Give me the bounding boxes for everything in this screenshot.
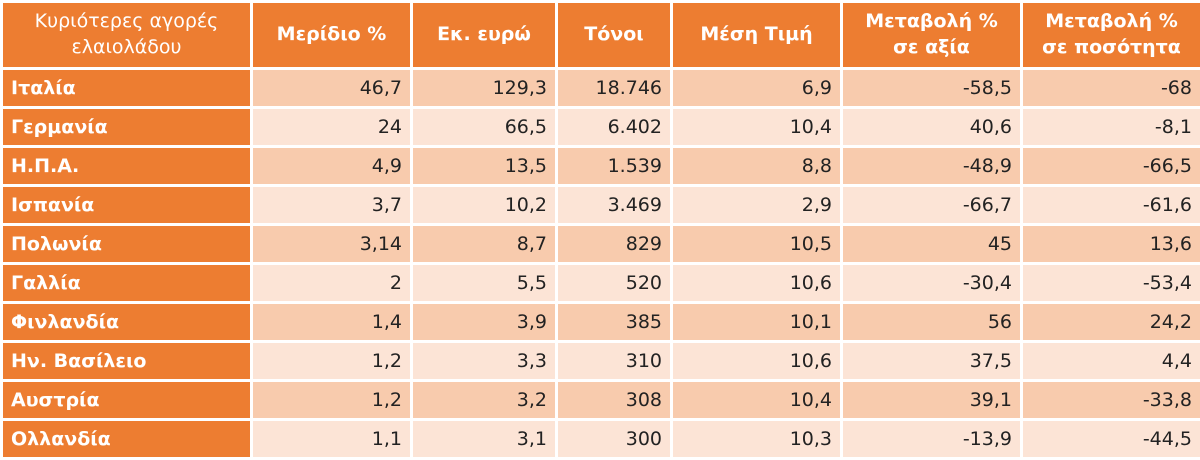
data-cell: 8,8	[670, 145, 843, 187]
table-row: Ην. Βασίλειο 1,2 3,3 310 10,6 37,5 4,4	[0, 340, 1200, 382]
data-cell: -66,7	[840, 184, 1023, 226]
data-cell: 4,4	[1020, 340, 1200, 382]
row-label: Ην. Βασίλειο	[0, 340, 253, 382]
data-cell: 56	[840, 301, 1023, 343]
data-cell: -53,4	[1020, 262, 1200, 304]
data-cell: 3,1	[410, 418, 558, 460]
header-cell: Μέση Τιμή	[670, 0, 843, 70]
data-cell: 300	[555, 418, 673, 460]
data-cell: 520	[555, 262, 673, 304]
data-cell: 45	[840, 223, 1023, 265]
data-cell: 385	[555, 301, 673, 343]
data-cell: 10,6	[670, 340, 843, 382]
table-row: Αυστρία 1,2 3,2 308 10,4 39,1 -33,8	[0, 379, 1200, 421]
data-cell: -66,5	[1020, 145, 1200, 187]
data-cell: -58,5	[840, 67, 1023, 109]
data-cell: 3,2	[410, 379, 558, 421]
table-row: Πολωνία 3,14 8,7 829 10,5 45 13,6	[0, 223, 1200, 265]
row-label: Αυστρία	[0, 379, 253, 421]
table-body: Ιταλία 46,7 129,3 18.746 6,9 -58,5 -68 Γερμανία…	[0, 67, 1200, 460]
table-row: Ολλανδία 1,1 3,1 300 10,3 -13,9 -44,5	[0, 418, 1200, 460]
header-cell: Μεταβολή % σε ποσότητα	[1020, 0, 1200, 70]
data-cell: 10,4	[670, 379, 843, 421]
data-cell: 3.469	[555, 184, 673, 226]
data-cell: 10,5	[670, 223, 843, 265]
table-row: Φινλανδία 1,4 3,9 385 10,1 56 24,2	[0, 301, 1200, 343]
data-cell: 10,2	[410, 184, 558, 226]
data-cell: -61,6	[1020, 184, 1200, 226]
row-label: Φινλανδία	[0, 301, 253, 343]
data-cell: 66,5	[410, 106, 558, 148]
data-cell: 4,9	[250, 145, 413, 187]
data-cell: 24	[250, 106, 413, 148]
data-cell: -44,5	[1020, 418, 1200, 460]
data-cell: 1.539	[555, 145, 673, 187]
data-cell: 18.746	[555, 67, 673, 109]
table-row: Ισπανία 3,7 10,2 3.469 2,9 -66,7 -61,6	[0, 184, 1200, 226]
data-cell: 13,6	[1020, 223, 1200, 265]
data-cell: -33,8	[1020, 379, 1200, 421]
data-cell: 8,7	[410, 223, 558, 265]
table-row: Η.Π.Α. 4,9 13,5 1.539 8,8 -48,9 -66,5	[0, 145, 1200, 187]
data-cell: 5,5	[410, 262, 558, 304]
data-cell: 37,5	[840, 340, 1023, 382]
header-cell: Κυριότερες αγορές ελαιολάδου	[0, 0, 253, 70]
data-cell: 6,9	[670, 67, 843, 109]
data-cell: 3,7	[250, 184, 413, 226]
row-label: Πολωνία	[0, 223, 253, 265]
data-cell: 3,9	[410, 301, 558, 343]
data-cell: 10,6	[670, 262, 843, 304]
data-cell: 829	[555, 223, 673, 265]
data-cell: 1,1	[250, 418, 413, 460]
header-row: Κυριότερες αγορές ελαιολάδου Μερίδιο % Εκ.…	[0, 0, 1200, 70]
data-cell: 46,7	[250, 67, 413, 109]
data-cell: 1,4	[250, 301, 413, 343]
data-cell: -48,9	[840, 145, 1023, 187]
table-row: Γαλλία 2 5,5 520 10,6 -30,4 -53,4	[0, 262, 1200, 304]
data-cell: 10,3	[670, 418, 843, 460]
data-cell: 10,4	[670, 106, 843, 148]
row-label: Η.Π.Α.	[0, 145, 253, 187]
data-cell: -8,1	[1020, 106, 1200, 148]
data-cell: -30,4	[840, 262, 1023, 304]
data-cell: 39,1	[840, 379, 1023, 421]
data-cell: 2,9	[670, 184, 843, 226]
data-cell: 129,3	[410, 67, 558, 109]
header-cell: Εκ. ευρώ	[410, 0, 558, 70]
data-cell: -68	[1020, 67, 1200, 109]
table-row: Γερμανία 24 66,5 6.402 10,4 40,6 -8,1	[0, 106, 1200, 148]
data-cell: -13,9	[840, 418, 1023, 460]
header-cell: Μεταβολή % σε αξία	[840, 0, 1023, 70]
data-cell: 2	[250, 262, 413, 304]
row-label: Γαλλία	[0, 262, 253, 304]
data-cell: 24,2	[1020, 301, 1200, 343]
data-cell: 6.402	[555, 106, 673, 148]
data-cell: 13,5	[410, 145, 558, 187]
table-row: Ιταλία 46,7 129,3 18.746 6,9 -58,5 -68	[0, 67, 1200, 109]
header-cell: Τόνοι	[555, 0, 673, 70]
row-label: Ολλανδία	[0, 418, 253, 460]
header-cell: Μερίδιο %	[250, 0, 413, 70]
data-cell: 40,6	[840, 106, 1023, 148]
data-cell: 3,3	[410, 340, 558, 382]
data-cell: 310	[555, 340, 673, 382]
data-cell: 3,14	[250, 223, 413, 265]
data-cell: 1,2	[250, 340, 413, 382]
row-label: Ισπανία	[0, 184, 253, 226]
row-label: Ιταλία	[0, 67, 253, 109]
data-cell: 10,1	[670, 301, 843, 343]
data-cell: 1,2	[250, 379, 413, 421]
data-cell: 308	[555, 379, 673, 421]
row-label: Γερμανία	[0, 106, 253, 148]
